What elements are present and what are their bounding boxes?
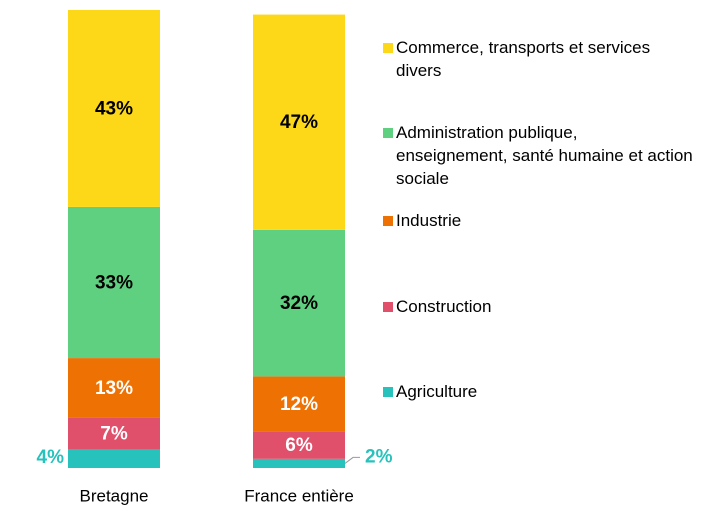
data-label: 12% (280, 394, 318, 415)
bar-segment (68, 206, 160, 359)
legend-label: Construction (396, 297, 492, 316)
data-label: 2% (365, 446, 393, 467)
legend-swatch (383, 216, 393, 226)
bar-segment (68, 10, 160, 207)
data-label: 6% (285, 435, 313, 456)
bar-segment (253, 376, 345, 432)
legend-item: Administration publique, enseignement, s… (383, 121, 693, 190)
bar-segment (68, 449, 160, 468)
bar-segment (68, 417, 160, 450)
x-tick-label: France entière (244, 486, 354, 505)
legend-label: Commerce, transports et services divers (396, 38, 651, 80)
bar-segment (68, 358, 160, 418)
data-label: 32% (280, 293, 318, 314)
leader-line (344, 456, 360, 464)
data-label: 7% (100, 424, 128, 445)
data-label: 4% (37, 447, 65, 468)
legend-item: Industrie (383, 209, 693, 232)
data-label: 13% (95, 378, 133, 399)
bar-segment (253, 14, 345, 230)
legend-item: Agriculture (383, 380, 693, 403)
legend-label: Agriculture (396, 382, 478, 401)
legend-swatch (383, 387, 393, 397)
legend-swatch (383, 128, 393, 138)
legend-swatch (383, 302, 393, 312)
bar-segment (253, 229, 345, 377)
legend-label: Administration publique, enseignement, s… (396, 123, 693, 188)
legend-label: Industrie (396, 211, 462, 230)
x-tick-label: Bretagne (80, 486, 149, 505)
data-label: 47% (280, 112, 318, 133)
legend-item: Commerce, transports et services divers (383, 36, 693, 82)
bar-segment (253, 431, 345, 459)
legend-item: Construction (383, 295, 693, 318)
data-label: 33% (95, 273, 133, 294)
bar-segment (253, 458, 345, 468)
legend-swatch (383, 43, 393, 53)
data-label: 43% (95, 98, 133, 119)
